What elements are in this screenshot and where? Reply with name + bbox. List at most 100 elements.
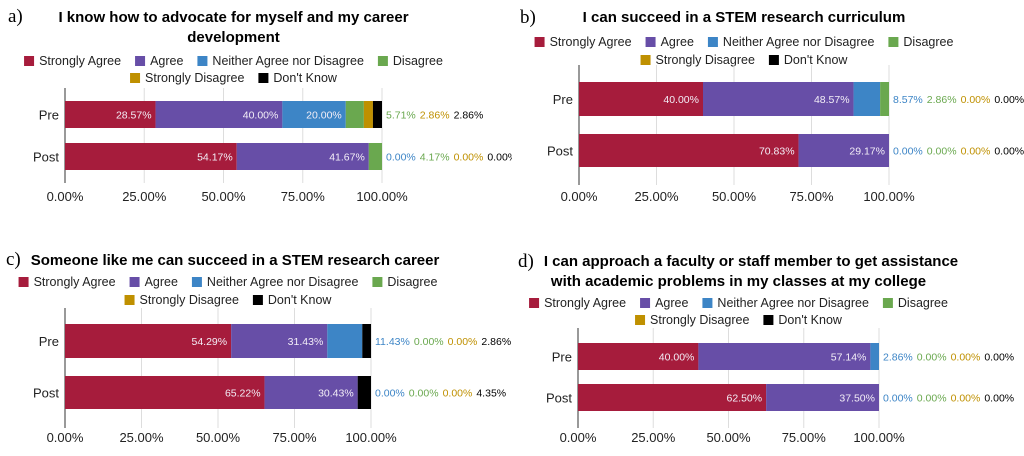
x-tick-label: 75.00%	[782, 430, 827, 445]
legend-label: Strongly Agree	[550, 35, 632, 49]
bar-segment	[703, 82, 854, 116]
data-label: 0.00%	[961, 146, 991, 158]
legend-label: Don't Know	[268, 293, 333, 307]
data-label: 11.43%	[375, 336, 410, 348]
bar-segment	[236, 143, 369, 170]
x-tick-label: 25.00%	[634, 189, 679, 204]
data-label: 40.00%	[243, 110, 279, 122]
chart-title: Someone like me can succeed in a STEM re…	[31, 252, 440, 269]
legend-label: Strongly Disagree	[140, 293, 239, 307]
legend-label: Don't Know	[778, 313, 843, 327]
data-label: 40.00%	[663, 94, 699, 106]
data-label: 37.50%	[839, 393, 875, 405]
data-label: 0.00%	[893, 146, 923, 158]
chart-title: I can approach a faculty or staff member…	[544, 253, 958, 270]
data-label: 54.29%	[192, 336, 228, 348]
data-label: 0.00%	[927, 146, 957, 158]
bar-segment	[798, 134, 889, 167]
bar-segment	[65, 101, 156, 128]
data-label: 65.22%	[225, 388, 261, 400]
data-label: 4.17%	[420, 152, 450, 164]
category-label: Post	[33, 150, 59, 165]
data-label: 2.86%	[481, 336, 511, 348]
legend-swatch	[129, 277, 140, 287]
data-label: 0.00%	[409, 388, 439, 400]
legend-swatch	[645, 37, 656, 47]
legend-swatch	[635, 315, 646, 325]
legend-label: Agree	[145, 275, 178, 289]
bar-segment	[578, 343, 699, 370]
data-label: 20.00%	[306, 110, 342, 122]
legend-label: Disagree	[898, 296, 948, 310]
x-tick-label: 100.00%	[356, 189, 408, 204]
data-label: 8.57%	[893, 94, 923, 106]
data-label: 0.00%	[414, 336, 444, 348]
bar-segment	[372, 101, 382, 128]
data-label: 29.17%	[849, 146, 885, 158]
legend-swatch	[640, 55, 651, 65]
legend-swatch	[124, 295, 135, 305]
x-tick-label: 50.00%	[712, 189, 757, 204]
legend-swatch	[640, 298, 651, 308]
chart-title: I can succeed in a STEM research curricu…	[583, 9, 906, 26]
legend-label: Don't Know	[784, 53, 849, 67]
panel-label: c)	[6, 249, 21, 270]
bar-segment	[853, 82, 881, 116]
data-label: 4.35%	[476, 388, 506, 400]
legend-label: Strongly Disagree	[650, 313, 749, 327]
x-tick-label: 25.00%	[122, 189, 167, 204]
legend-row: Strongly Disagree Don't Know	[130, 71, 338, 85]
data-label: 41.67%	[329, 152, 365, 164]
data-label: 5.71%	[386, 110, 416, 122]
chart-title: development	[187, 29, 280, 46]
data-label: 0.00%	[917, 352, 947, 364]
x-tick-label: 50.00%	[196, 430, 241, 445]
legend-row: Strongly Agree Agree Neither Agree nor Dis…	[18, 275, 437, 289]
legend-swatch	[130, 73, 141, 83]
legend-label: Strongly Agree	[39, 54, 121, 68]
category-label: Pre	[39, 108, 59, 123]
legend-label: Neither Agree nor Disagree	[723, 35, 875, 49]
data-label: 0.00%	[386, 152, 416, 164]
legend-row: Strongly Disagree Don't Know	[635, 313, 843, 327]
data-label: 28.57%	[116, 110, 152, 122]
data-label: 0.00%	[443, 388, 473, 400]
x-tick-label: 50.00%	[706, 430, 751, 445]
chart-title: I know how to advocate for myself and my…	[58, 9, 408, 26]
x-tick-label: 100.00%	[863, 189, 915, 204]
chart-panel-d: d) I can approach a faculty or staff memb…	[512, 228, 1024, 456]
legend-label: Strongly Agree	[544, 296, 626, 310]
bar-segment	[264, 376, 358, 409]
data-label: 0.00%	[375, 388, 405, 400]
legend-label: Agree	[655, 296, 688, 310]
legend-swatch	[534, 37, 545, 47]
bar-segment	[578, 384, 767, 411]
x-tick-label: 50.00%	[201, 189, 246, 204]
legend-swatch	[258, 73, 269, 83]
data-label: 0.00%	[487, 152, 512, 164]
data-label: 2.86%	[420, 110, 450, 122]
data-label: 2.86%	[927, 94, 957, 106]
data-label: 0.00%	[994, 94, 1024, 106]
legend-label: Strongly Agree	[34, 275, 116, 289]
data-label: 0.00%	[984, 393, 1014, 405]
legend-label: Strongly Disagree	[145, 71, 244, 85]
data-label: 30.43%	[318, 388, 354, 400]
data-label: 0.00%	[448, 336, 478, 348]
legend-row: Strongly Disagree Don't Know	[640, 53, 849, 67]
bar-segment	[282, 101, 346, 128]
legend-swatch	[707, 37, 718, 47]
x-tick-label: 0.00%	[47, 430, 84, 445]
bar-segment	[368, 143, 383, 170]
bar-segment	[880, 82, 889, 116]
bar-segment	[345, 101, 364, 128]
legend-label: Disagree	[387, 275, 437, 289]
category-label: Pre	[39, 334, 59, 349]
chart-panel-a: a) I know how to advocate for myself and …	[0, 0, 512, 228]
legend-swatch	[377, 56, 388, 66]
panel-label: b)	[520, 7, 536, 28]
bar-segment	[362, 324, 372, 358]
data-label: 62.50%	[727, 393, 763, 405]
legend-label: Disagree	[393, 54, 443, 68]
bar-segment	[698, 343, 871, 370]
